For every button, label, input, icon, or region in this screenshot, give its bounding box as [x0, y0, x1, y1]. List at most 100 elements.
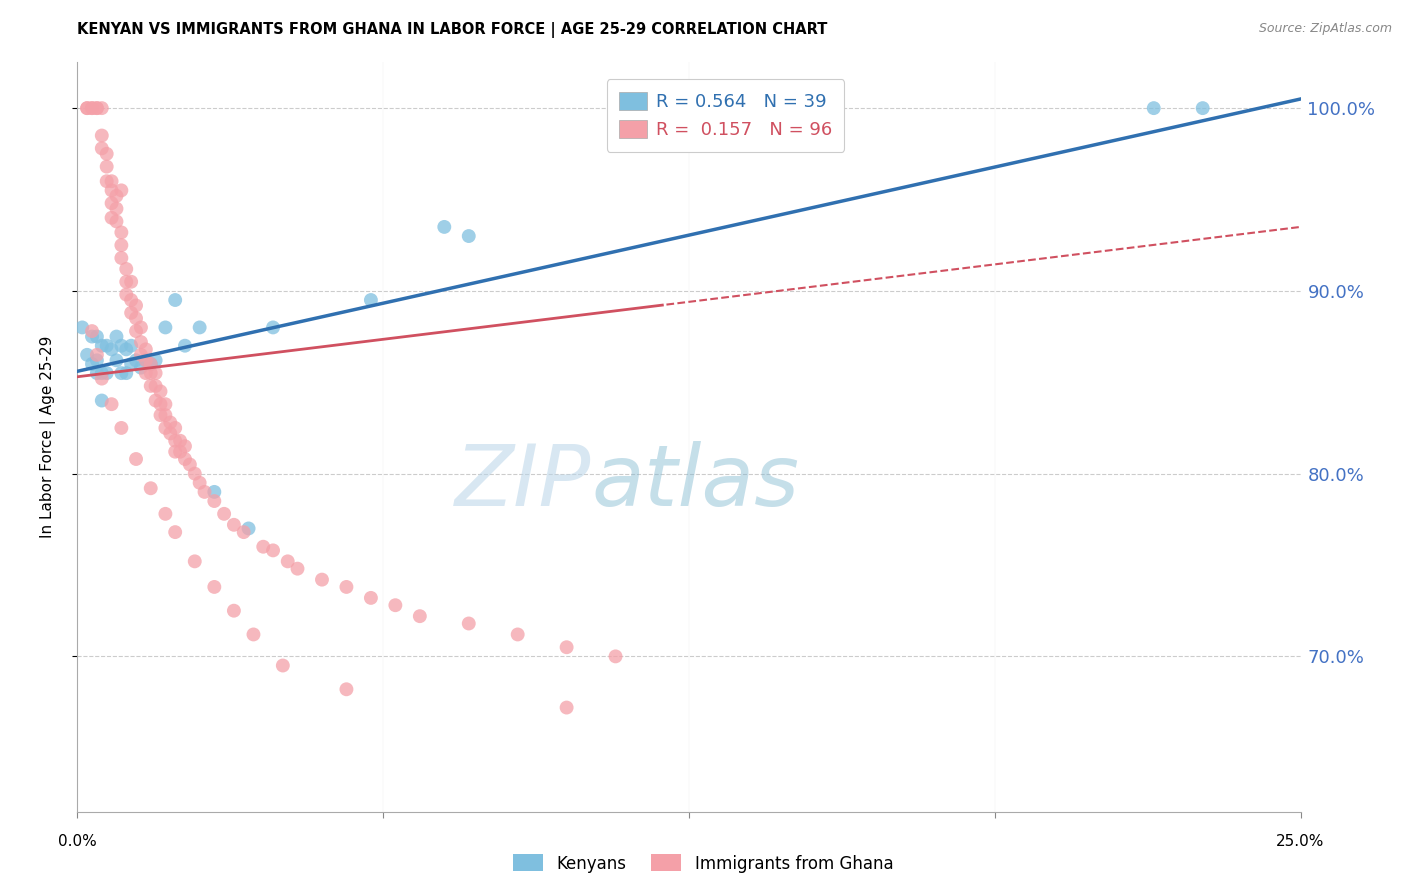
Point — [335, 580, 357, 594]
Point — [384, 598, 406, 612]
Text: KENYAN VS IMMIGRANTS FROM GHANA IN LABOR FORCE | AGE 25-29 CORRELATION CHART: KENYAN VS IMMIGRANTS FROM GHANA IN LABOR… — [77, 22, 828, 38]
Point — [222, 517, 245, 532]
Point — [188, 475, 211, 490]
Point — [96, 146, 118, 161]
Point — [145, 353, 167, 368]
Point — [262, 543, 284, 558]
Point — [222, 604, 245, 618]
Point — [159, 416, 181, 430]
Point — [555, 700, 578, 714]
Point — [202, 580, 225, 594]
Point — [90, 393, 112, 408]
Point — [287, 562, 309, 576]
Point — [125, 311, 148, 326]
Point — [80, 357, 103, 371]
Point — [115, 343, 138, 357]
Point — [86, 353, 108, 368]
Point — [86, 348, 108, 362]
Point — [555, 640, 578, 655]
Point — [262, 320, 284, 334]
Point — [120, 275, 142, 289]
Point — [159, 426, 181, 441]
Point — [135, 366, 157, 380]
Point — [76, 101, 98, 115]
Point — [188, 320, 211, 334]
Point — [145, 379, 167, 393]
Point — [135, 353, 157, 368]
Point — [90, 339, 112, 353]
Point — [174, 452, 197, 467]
Point — [149, 408, 172, 422]
Legend: Kenyans, Immigrants from Ghana: Kenyans, Immigrants from Ghana — [506, 847, 900, 880]
Point — [129, 334, 152, 349]
Point — [165, 434, 187, 448]
Point — [129, 348, 152, 362]
Text: Source: ZipAtlas.com: Source: ZipAtlas.com — [1258, 22, 1392, 36]
Point — [457, 616, 479, 631]
Point — [1191, 101, 1213, 115]
Point — [100, 343, 122, 357]
Point — [120, 339, 142, 353]
Point — [409, 609, 432, 624]
Point — [120, 306, 142, 320]
Point — [174, 339, 197, 353]
Point — [605, 649, 627, 664]
Point — [457, 229, 479, 244]
Point — [115, 275, 138, 289]
Text: 0.0%: 0.0% — [58, 834, 97, 848]
Point — [86, 366, 108, 380]
Point — [125, 452, 148, 467]
Point — [80, 101, 103, 115]
Text: ZIP: ZIP — [454, 441, 591, 524]
Point — [105, 189, 128, 203]
Point — [100, 196, 122, 211]
Point — [96, 366, 118, 380]
Point — [110, 339, 132, 353]
Point — [135, 353, 157, 368]
Point — [1143, 101, 1166, 115]
Point — [80, 101, 103, 115]
Point — [727, 104, 749, 119]
Point — [105, 329, 128, 343]
Point — [165, 444, 187, 458]
Text: 25.0%: 25.0% — [1277, 834, 1324, 848]
Point — [139, 357, 162, 371]
Point — [120, 357, 142, 371]
Point — [155, 320, 177, 334]
Point — [335, 682, 357, 697]
Point — [212, 507, 235, 521]
Point — [110, 183, 132, 197]
Point — [100, 397, 122, 411]
Point — [169, 444, 191, 458]
Point — [100, 183, 122, 197]
Point — [165, 525, 187, 540]
Point — [145, 366, 167, 380]
Point — [252, 540, 274, 554]
Point — [115, 262, 138, 277]
Point — [202, 484, 225, 499]
Point — [149, 384, 172, 399]
Point — [139, 357, 162, 371]
Point — [96, 174, 118, 188]
Point — [70, 320, 93, 334]
Y-axis label: In Labor Force | Age 25-29: In Labor Force | Age 25-29 — [41, 336, 56, 538]
Point — [115, 366, 138, 380]
Point — [360, 293, 382, 307]
Point — [506, 627, 529, 641]
Point — [86, 101, 108, 115]
Point — [139, 379, 162, 393]
Point — [115, 287, 138, 301]
Point — [129, 360, 152, 375]
Point — [277, 554, 299, 568]
Point — [100, 174, 122, 188]
Point — [169, 434, 191, 448]
Point — [105, 353, 128, 368]
Point — [110, 421, 132, 435]
Point — [90, 366, 112, 380]
Point — [129, 320, 152, 334]
Legend: R = 0.564   N = 39, R =  0.157   N = 96: R = 0.564 N = 39, R = 0.157 N = 96 — [607, 79, 845, 152]
Point — [110, 366, 132, 380]
Point — [125, 324, 148, 338]
Point — [86, 101, 108, 115]
Point — [184, 467, 207, 481]
